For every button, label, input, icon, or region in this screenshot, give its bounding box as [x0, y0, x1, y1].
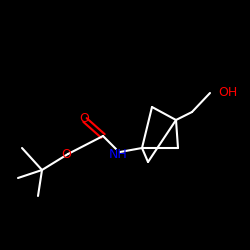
Text: OH: OH	[218, 86, 237, 98]
Text: NH: NH	[108, 148, 128, 160]
Text: O: O	[79, 112, 89, 124]
Text: O: O	[61, 148, 71, 162]
